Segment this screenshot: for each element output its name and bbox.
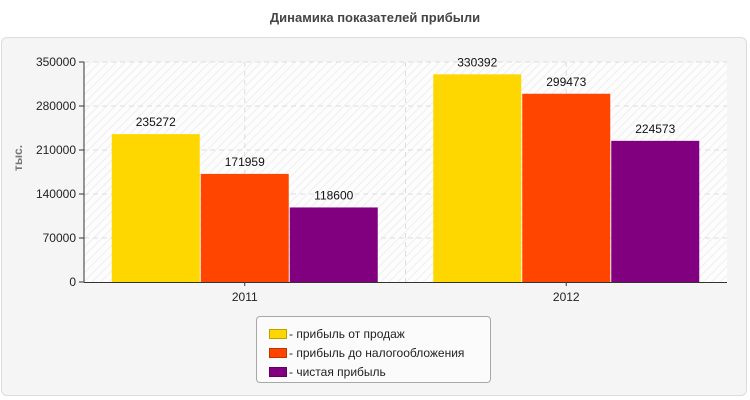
- legend-item-net-profit: - чистая прибыль: [269, 362, 490, 381]
- x-tick-label: 2012: [553, 290, 580, 304]
- bar-value-label: 171959: [225, 155, 265, 169]
- bar: [289, 207, 378, 282]
- legend-label-net-profit: - чистая прибыль: [289, 364, 386, 379]
- y-tick-label: 0: [69, 275, 76, 289]
- legend-label-pretax-profit: - прибыль до налогообложения: [289, 345, 465, 360]
- y-tick-label: 210000: [36, 143, 76, 157]
- y-tick-label: 70000: [43, 231, 77, 245]
- legend-item-pretax-profit: - прибыль до налогообложения: [269, 343, 490, 362]
- bar-value-label: 330392: [457, 55, 497, 69]
- legend-swatch-sales-profit: [269, 328, 287, 339]
- bar-value-label: 299473: [546, 75, 586, 89]
- y-axis-label: тыс.: [11, 145, 25, 171]
- y-tick-label: 280000: [36, 99, 76, 113]
- legend-item-sales-profit: - прибыль от продаж: [269, 324, 490, 343]
- chart-title: Динамика показателей прибыли: [269, 10, 481, 25]
- bar: [433, 74, 522, 282]
- bar-value-label: 224573: [635, 122, 675, 136]
- bar: [611, 140, 700, 282]
- legend-swatch-net-profit: [269, 366, 287, 377]
- labels: 0 70000 140000 210000 280000 350000 235272 1719…: [36, 55, 676, 304]
- bar-value-label: 118600: [314, 188, 353, 202]
- axes: [79, 61, 727, 286]
- legend: - прибыль от продаж - прибыль до налогоо…: [256, 316, 491, 383]
- legend-swatch-pretax-profit: [269, 347, 287, 358]
- y-tick-label: 350000: [36, 55, 76, 69]
- bar: [111, 134, 200, 282]
- legend-label-sales-profit: - прибыль от продаж: [289, 326, 405, 341]
- x-tick-label: 2011: [232, 290, 258, 304]
- bar-value-label: 235272: [136, 115, 176, 129]
- bar: [200, 173, 289, 282]
- bar: [522, 93, 611, 282]
- y-tick-label: 140000: [36, 187, 76, 201]
- bars: [111, 74, 700, 282]
